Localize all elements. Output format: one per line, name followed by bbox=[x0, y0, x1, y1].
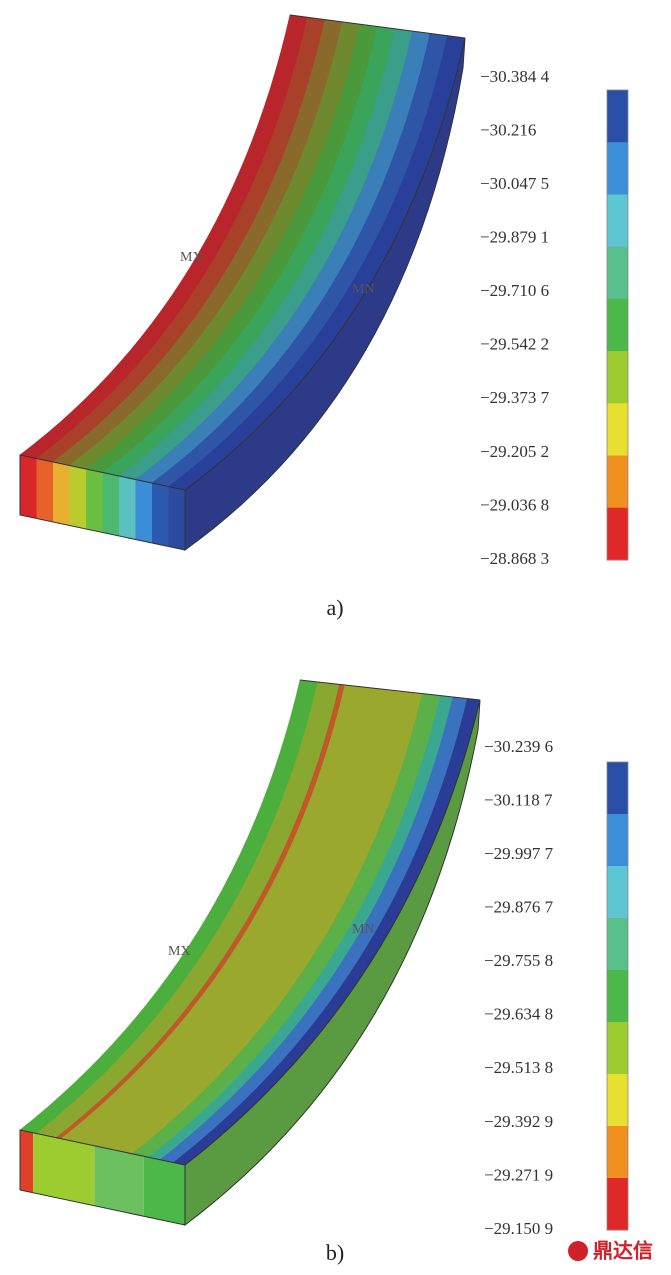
min-marker: MN bbox=[352, 282, 375, 297]
legend-label: −29.150 9 bbox=[484, 1219, 553, 1238]
panel-a: −30.384 4 −30.216 −30.047 5 −29.879 1 −29.71… bbox=[19, 14, 629, 620]
caption: a) bbox=[326, 595, 343, 620]
legend-label: −29.271 9 bbox=[484, 1165, 553, 1184]
watermark-logo bbox=[568, 1241, 588, 1261]
max-marker: MX bbox=[180, 250, 203, 265]
legend-label: −29.710 6 bbox=[480, 281, 549, 300]
legend-color bbox=[607, 814, 628, 867]
legend-label: −29.036 8 bbox=[480, 495, 549, 514]
legend-label: −29.755 8 bbox=[484, 951, 553, 970]
legend-bar-outline bbox=[606, 761, 629, 1231]
caption: b) bbox=[326, 1240, 344, 1265]
legend-color bbox=[607, 866, 628, 919]
legend-label: −30.118 7 bbox=[484, 790, 553, 809]
legend-label: −29.373 7 bbox=[480, 388, 550, 407]
legend-label: −29.634 8 bbox=[484, 1005, 553, 1024]
legend-color bbox=[607, 1178, 628, 1231]
front-face-band bbox=[168, 486, 185, 550]
legend-label: −29.542 2 bbox=[480, 335, 549, 354]
front-face-band bbox=[102, 472, 119, 536]
legend-color bbox=[607, 1022, 628, 1075]
legend-color bbox=[607, 1074, 628, 1127]
front-face-band bbox=[33, 1132, 95, 1206]
legend-color bbox=[607, 194, 628, 248]
max-marker: MX bbox=[168, 944, 191, 959]
front-face-band bbox=[143, 1156, 185, 1225]
front-face-band bbox=[36, 458, 53, 522]
legend-color bbox=[607, 762, 628, 815]
front-face-outline bbox=[19, 1129, 186, 1226]
legend-color bbox=[607, 403, 628, 457]
front-face-band bbox=[69, 465, 86, 529]
legend-color bbox=[607, 1126, 628, 1179]
legend-label: −29.876 7 bbox=[484, 898, 554, 917]
front-face-band bbox=[86, 469, 103, 533]
legend-label: −30.047 5 bbox=[480, 174, 549, 193]
legend-color bbox=[607, 142, 628, 195]
legend-color bbox=[607, 455, 628, 509]
legend-label: −29.513 8 bbox=[484, 1058, 553, 1077]
front-face-outline bbox=[19, 454, 186, 551]
top-edge bbox=[299, 679, 481, 701]
legend-label: −30.216 bbox=[480, 120, 536, 139]
legend-color bbox=[607, 507, 628, 561]
watermark: 鼎达信 bbox=[593, 1239, 653, 1263]
legend-bar-outline bbox=[606, 89, 629, 561]
legend-label: −30.384 4 bbox=[480, 67, 550, 86]
top-edge bbox=[289, 14, 466, 39]
legend-color bbox=[607, 246, 628, 300]
legend-label: −29.205 2 bbox=[480, 442, 549, 461]
legend-label: −30.239 6 bbox=[484, 737, 553, 756]
legend-label: −29.879 1 bbox=[480, 228, 549, 247]
legend-color bbox=[607, 90, 628, 143]
panel-b: −30.239 6 −30.118 7 −29.997 7 −29.876 7 −29.… bbox=[19, 679, 629, 1265]
legend-label: −29.392 9 bbox=[484, 1112, 553, 1131]
front-face-band bbox=[94, 1145, 144, 1217]
front-face-band bbox=[119, 476, 136, 540]
min-marker: MN bbox=[352, 922, 375, 937]
front-face-band bbox=[135, 479, 152, 543]
legend-color bbox=[607, 970, 628, 1023]
legend-label: −29.997 7 bbox=[484, 844, 554, 863]
front-face-band bbox=[152, 483, 169, 547]
front-face-band bbox=[53, 462, 70, 526]
legend-color bbox=[607, 351, 628, 404]
legend-label: −28.868 3 bbox=[480, 549, 549, 568]
legend-color bbox=[607, 918, 628, 971]
legend-color bbox=[607, 298, 628, 352]
front-face-band bbox=[20, 455, 37, 519]
front-face-band bbox=[20, 1130, 34, 1193]
